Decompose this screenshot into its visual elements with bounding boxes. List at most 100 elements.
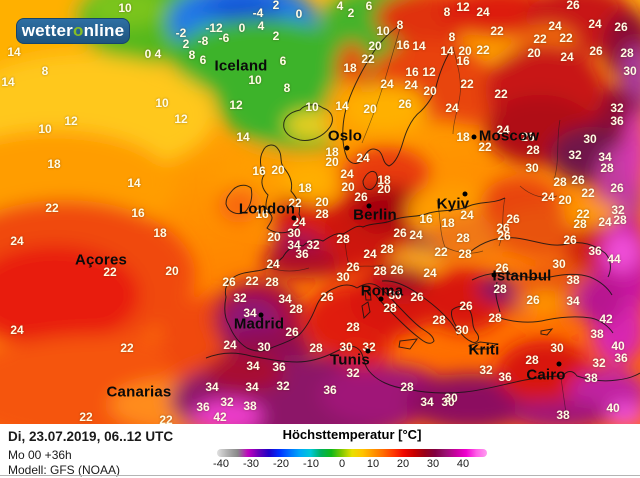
temp-label: 30 [623,64,637,78]
temp-label: 18 [47,157,61,171]
temp-label: 6 [279,54,287,68]
legend-tick: 10 [366,458,380,470]
temp-label: 26 [563,233,577,247]
temp-label: 20 [267,230,281,244]
temp-label: 38 [566,273,580,287]
temp-label: 36 [323,383,337,397]
temp-label: 8 [188,48,196,62]
temp-label: 28 [573,217,587,231]
temp-label: 20 [423,84,437,98]
temp-label: 26 [566,0,580,12]
temp-label: 4 [336,0,344,13]
city-dot-cairo [556,361,562,367]
temp-label: 16 [419,212,433,226]
temp-label: 34 [205,380,219,394]
temp-label: 30 [552,257,566,271]
temp-label: 28 [373,264,387,278]
city-label-oslo: Oslo [327,127,363,145]
temp-label: 8 [448,30,456,44]
temp-label: 24 [356,151,370,165]
temp-label: 16 [255,207,269,221]
temp-label: 26 [354,190,368,204]
temp-label: 14 [412,39,426,53]
temp-label: 24 [409,228,423,242]
temp-label: 18 [377,173,391,187]
temp-label: -8 [197,34,209,48]
city-label-kriti: Kriti [468,341,500,359]
temp-label: 14 [127,176,141,190]
temp-label: 10 [118,1,132,15]
temp-label: 24 [460,208,474,222]
temp-label: 34 [243,306,257,320]
temp-label: 20 [368,39,382,53]
legend-tick: 40 [456,458,470,470]
temp-label: 22 [361,52,375,66]
temp-label: 24 [445,101,459,115]
temp-label: 34 [246,359,260,373]
map-canvas [0,0,640,424]
temp-label: 34 [420,395,434,409]
temp-label: 34 [566,294,580,308]
temp-label: 22 [288,196,302,210]
temp-label: 38 [243,399,257,413]
temp-label: 10 [38,122,52,136]
temp-label: 24 [363,247,377,261]
temp-label: -6 [218,31,230,45]
temp-label: 12 [422,65,436,79]
temp-label: 26 [497,229,511,243]
temp-label: 26 [526,293,540,307]
temp-label: 6 [365,0,373,13]
temp-label: 8 [396,18,404,32]
temp-label: 28 [526,143,540,157]
city-dot-moscow [471,134,477,140]
temp-label: 14 [7,45,21,59]
city-label-london: London [238,200,296,218]
temp-label: 10 [155,96,169,110]
city-label-açores: Açores [74,251,128,269]
temp-label: 18 [456,130,470,144]
temp-label: -2 [175,26,187,40]
temp-label: 36 [498,370,512,384]
temp-label: 14 [335,99,349,113]
temp-label: 22 [103,265,117,279]
temp-label: 10 [376,24,390,38]
temp-label: 28 [613,213,627,227]
temp-label: 36 [272,360,286,374]
temp-label: 26 [459,299,473,313]
temp-label: 36 [196,400,210,414]
valid-datetime: Di, 23.07.2019, 06..12 UTC [8,429,174,444]
temp-label: 4 [154,47,162,61]
city-dot-istanbul [491,272,497,278]
temp-label: 26 [393,226,407,240]
temp-label: 28 [315,207,329,221]
temp-label: 28 [456,231,470,245]
temp-label: 8 [41,64,49,78]
coastlines [205,23,640,421]
temperature-field [0,0,640,424]
city-label-madrid: Madrid [233,315,285,333]
temp-label: 20 [458,44,472,58]
temp-label: 28 [458,247,472,261]
temp-label: 26 [398,97,412,111]
temp-label: 18 [325,145,339,159]
temp-label: 26 [571,173,585,187]
legend-tick: 30 [426,458,440,470]
temp-label: 26 [589,44,603,58]
temp-label: 22 [490,24,504,38]
temp-label: 30 [550,341,564,355]
status-bar: Di, 23.07.2019, 06..12 UTC Mo 00 +36h Mo… [0,424,640,478]
temp-label: 34 [245,380,259,394]
temp-label: 22 [494,87,508,101]
temp-label: 36 [610,114,624,128]
temp-label: 20 [558,193,572,207]
temp-label: 16 [405,65,419,79]
temp-label: 0 [295,7,303,21]
city-dot-oslo [344,145,350,151]
temp-label: 18 [153,226,167,240]
temperature-map: 10 14 0 4 8 6 -2 2 -8 -6 -12 0 4 -4 2 0 2 4 2 6 6 10 8 12 10 14 10… [0,0,640,424]
temp-label: 24 [380,77,394,91]
temp-label: 36 [614,351,628,365]
temp-label: 28 [380,242,394,256]
city-label-canarias: Canarias [106,383,172,401]
